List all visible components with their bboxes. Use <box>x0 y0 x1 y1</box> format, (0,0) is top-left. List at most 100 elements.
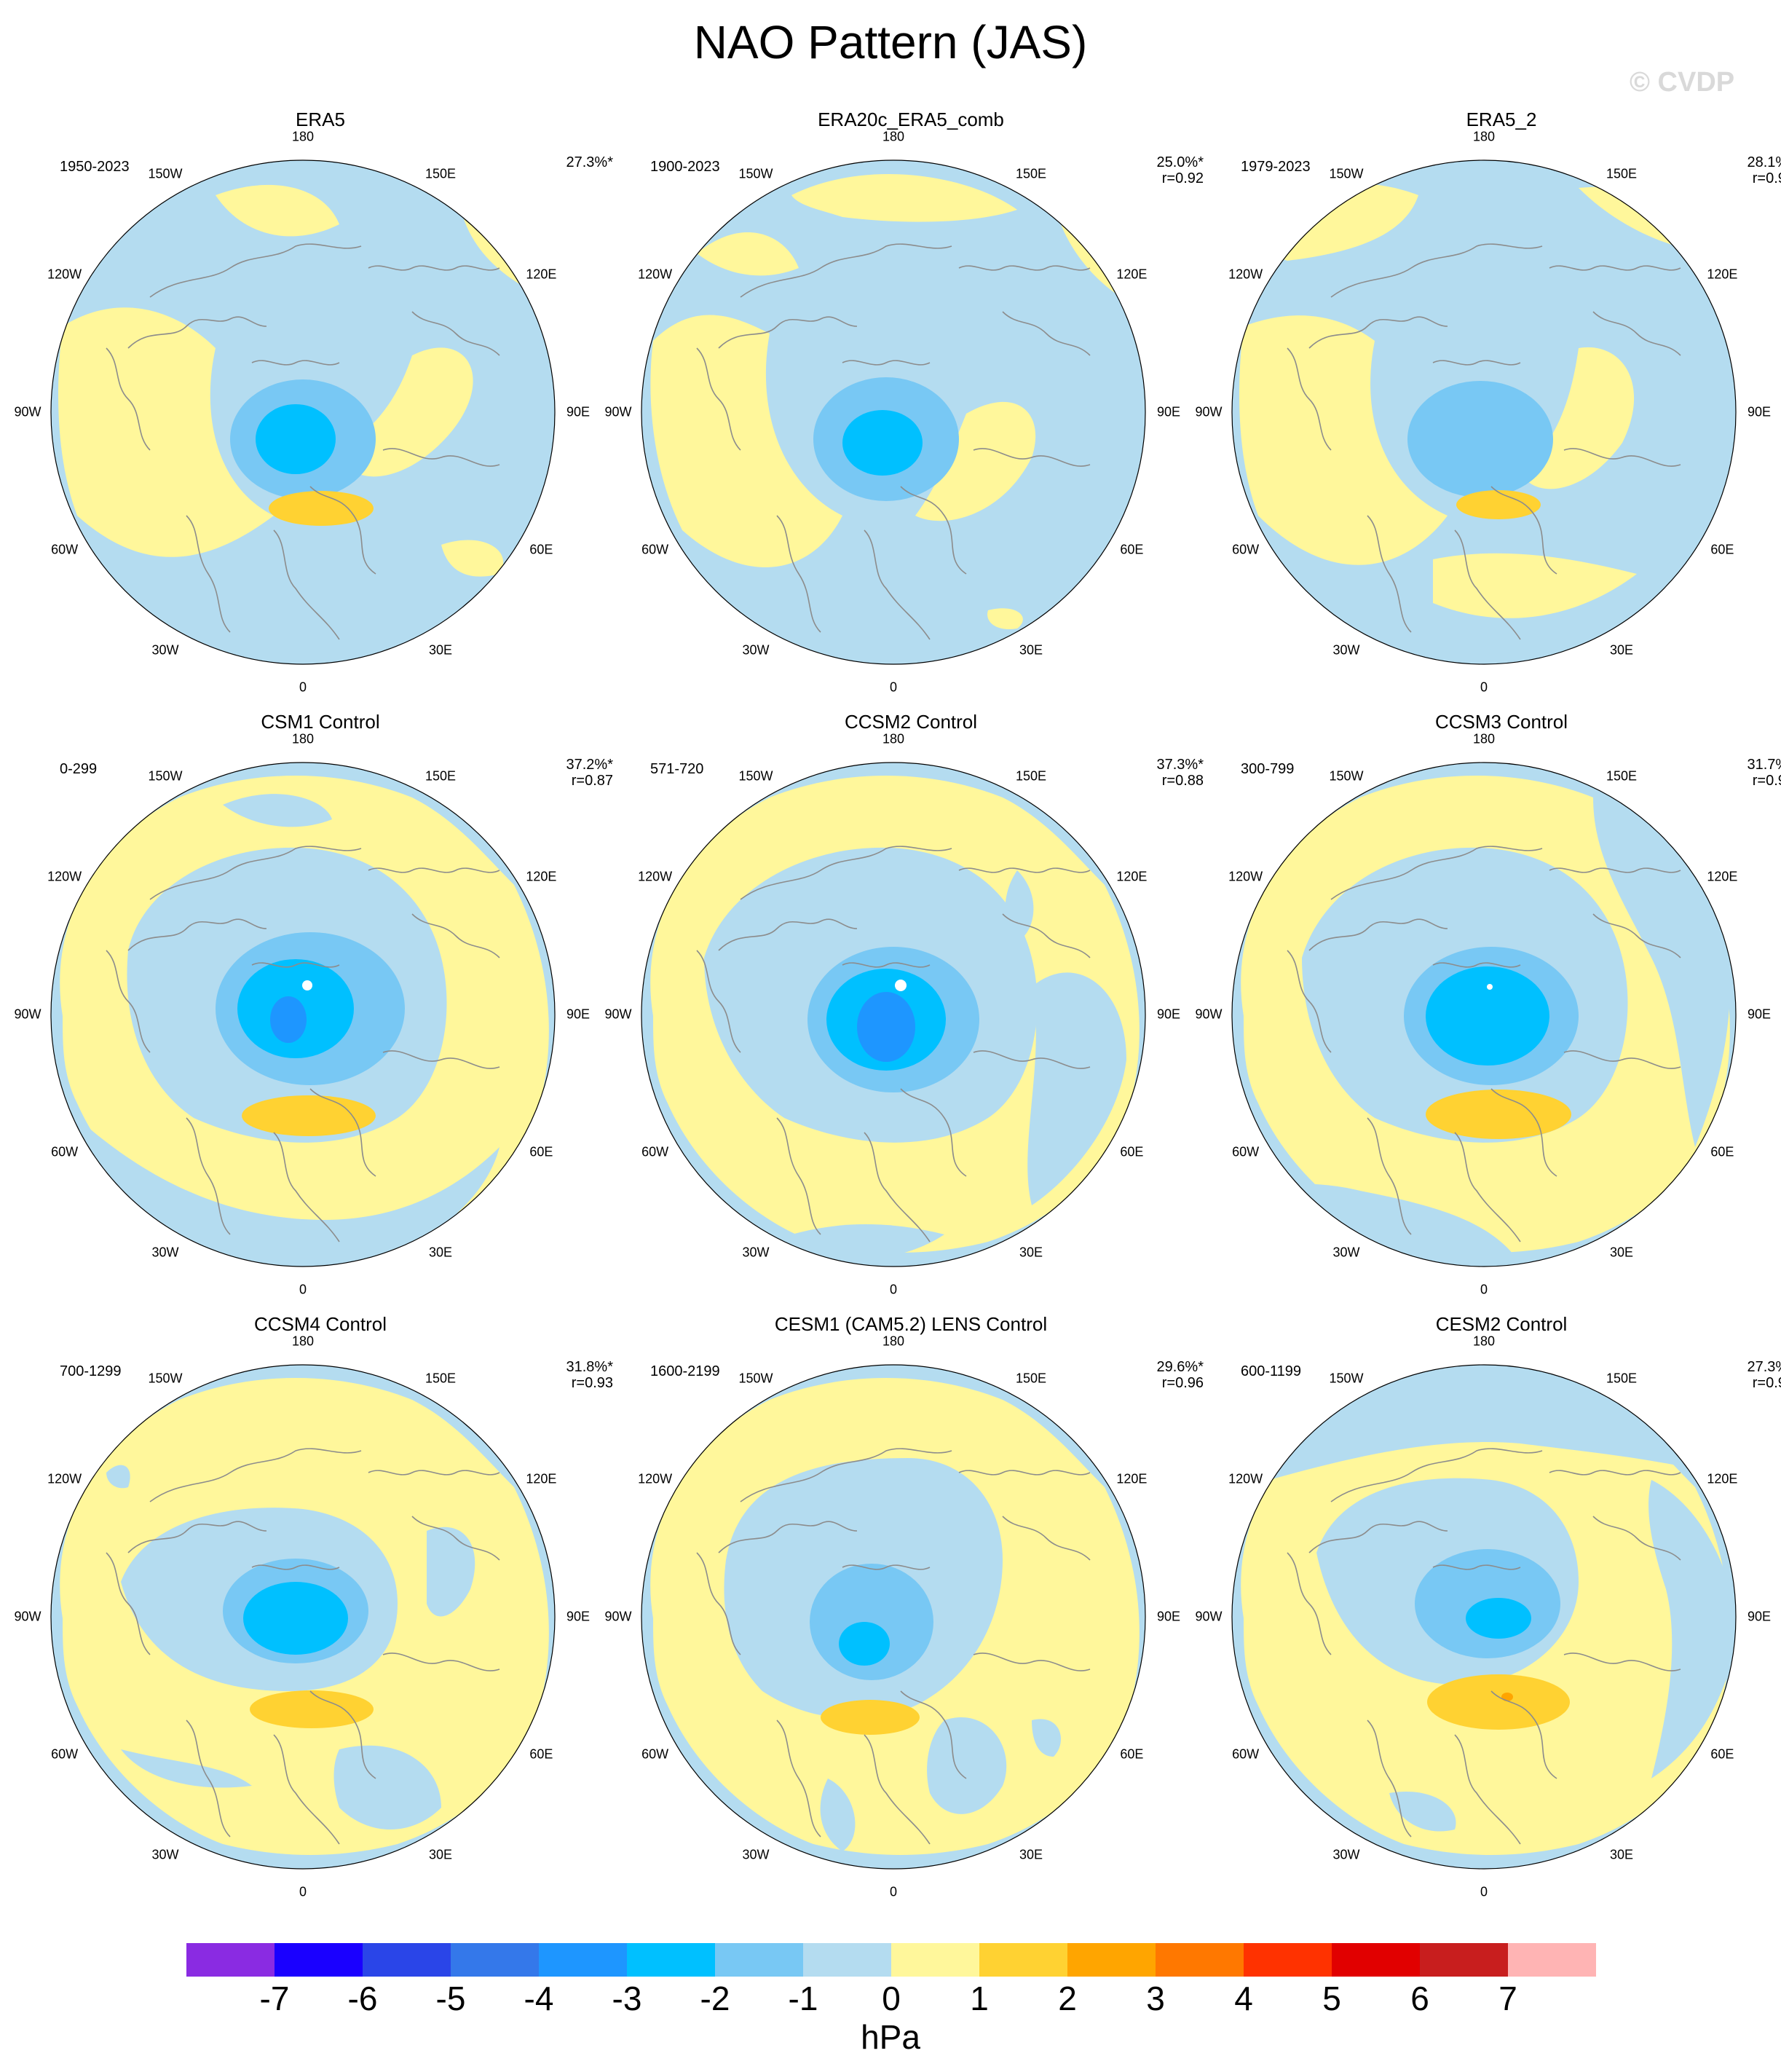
map-boundary <box>50 762 556 1267</box>
map-panel: ERA20c_ERA5_comb 1900-2023 25.0%* r=0.92 180… <box>604 108 1209 695</box>
longitude-label: 120W <box>47 267 82 282</box>
panel-pct-variance: 27.3%* <box>1747 1359 1781 1375</box>
longitude-label: 60W <box>1232 1144 1260 1159</box>
longitude-label: 120W <box>47 1471 82 1486</box>
field-negative-1 <box>1648 1480 1736 1778</box>
panel-years: 571-720 <box>650 761 704 777</box>
panel-pct-variance: 29.6%* <box>1156 1359 1204 1375</box>
field-positive-1 <box>987 608 1023 629</box>
colorbar-tick-label: 2 <box>1058 1980 1077 2017</box>
longitude-label: 30E <box>1019 1847 1043 1862</box>
field-positive-3 <box>1501 1693 1513 1701</box>
field-positive-1 <box>915 401 1036 521</box>
field-negative-1 <box>1032 1719 1061 1757</box>
panel-years: 1600-2199 <box>650 1363 720 1379</box>
longitude-label: 60E <box>529 1144 553 1159</box>
longitude-label: 90E <box>1156 1609 1181 1624</box>
panel-stats: 37.3%* r=0.88 <box>1058 757 1204 789</box>
field-negative-2 <box>1407 381 1553 497</box>
colorbar-tick-label: 4 <box>1234 1980 1253 2017</box>
colorbar-swatch <box>1508 1943 1596 1977</box>
map-boundary <box>1231 159 1737 665</box>
polar-map <box>641 159 1146 665</box>
colorbar-swatch <box>715 1943 803 1977</box>
longitude-label: 150W <box>738 166 773 181</box>
panel-pct-variance: 25.0%* <box>1156 154 1204 170</box>
longitude-label: 0 <box>1480 1282 1488 1297</box>
longitude-label: 90E <box>1747 1007 1772 1022</box>
longitude-label: 150W <box>738 1371 773 1386</box>
field-negative-1 <box>927 1717 1007 1814</box>
longitude-label: 30E <box>1019 642 1043 658</box>
longitude-label: 60E <box>1710 542 1734 557</box>
colorbar-swatch <box>275 1943 363 1977</box>
coastlines <box>696 846 1091 1242</box>
panel-stats: 37.2%* r=0.87 <box>467 757 614 789</box>
field-negative-4 <box>270 996 307 1043</box>
longitude-label: 180 <box>291 731 315 747</box>
panel-title: CCSM2 Control <box>844 711 978 733</box>
polar-map <box>50 159 556 665</box>
coastlines <box>106 1448 500 1845</box>
map-panel: CESM2 Control 600-1199 27.3%*r=0.94 180 150E… <box>1195 1312 1781 1899</box>
panel-pattern-correlation: r=0.87 <box>571 773 613 789</box>
map-panel: ERA5 1950-2023 27.3%* 180 150E 120E 90E 60E 30E 0… <box>14 108 619 695</box>
field-negative-1 <box>121 1749 252 1788</box>
panel-title: CSM1 Control <box>261 711 380 733</box>
longitude-label: 30W <box>1332 1245 1360 1260</box>
field-negative-1 <box>1593 797 1730 1147</box>
longitude-label: 90W <box>14 1609 42 1624</box>
longitude-label: 150E <box>1606 768 1638 784</box>
longitude-label: 90W <box>14 1007 42 1022</box>
panel-title: CESM2 Control <box>1435 1313 1568 1335</box>
colorbar-swatch <box>803 1943 891 1977</box>
longitude-label: 0 <box>1480 1884 1488 1899</box>
field-positive-1 <box>441 540 504 577</box>
field-positive-1 <box>1239 315 1448 565</box>
longitude-label: 30W <box>742 642 770 658</box>
coastlines <box>696 1448 1091 1845</box>
longitude-label: 150W <box>148 166 183 181</box>
panel-years: 300-799 <box>1241 761 1295 777</box>
longitude-label: 90W <box>1195 1609 1223 1624</box>
field-negative-1 <box>77 1118 499 1264</box>
longitude-label: 150E <box>424 166 457 181</box>
longitude-label: 150E <box>1606 166 1638 181</box>
longitude-label: 30E <box>1609 642 1634 658</box>
longitude-label: 60E <box>529 1746 553 1762</box>
longitude-label: 120W <box>47 869 82 884</box>
longitude-label: 90E <box>1747 1609 1772 1624</box>
map-panel: CESM1 (CAM5.2) LENS Control 1600-2199 29.6… <box>604 1312 1209 1899</box>
field-positive-2 <box>1426 1090 1571 1139</box>
longitude-label: 90W <box>1195 1007 1223 1022</box>
longitude-label: 60E <box>1120 1746 1144 1762</box>
panel-pattern-correlation: r=0.93 <box>571 1375 613 1391</box>
map-boundary <box>1231 762 1737 1267</box>
colorbar-tick-label: 0 <box>882 1980 901 2017</box>
panel-pattern-correlation: r=0.96 <box>1161 1375 1204 1391</box>
field-negative-1 <box>427 1527 475 1617</box>
longitude-label: 90E <box>1747 404 1772 419</box>
map-panel: CCSM3 Control 300-799 31.7%*r=0.91 180 150E 1… <box>1195 710 1781 1297</box>
longitude-label: 180 <box>1472 1334 1496 1349</box>
longitude-label: 120E <box>1707 869 1738 884</box>
map-boundary <box>1231 1364 1737 1870</box>
longitude-label: 150E <box>1015 768 1047 784</box>
panel-pct-variance: 27.3%* <box>566 154 614 170</box>
panel-pct-variance: 37.2%* <box>566 757 614 773</box>
longitude-label: 150W <box>1329 768 1364 784</box>
longitude-label: 30W <box>1332 1847 1360 1862</box>
polar-map <box>641 762 1146 1267</box>
longitude-label: 60W <box>51 1746 79 1762</box>
panel-title: CCSM3 Control <box>1434 711 1568 733</box>
polar-map <box>641 1364 1146 1870</box>
longitude-label: 30E <box>1019 1245 1043 1260</box>
field-positive-1 <box>650 315 842 567</box>
panel-pct-variance: 31.7%* <box>1747 757 1781 773</box>
longitude-label: 60W <box>51 542 79 557</box>
panel-years: 700-1299 <box>60 1363 122 1379</box>
map-panel: CCSM4 Control 700-1299 31.8%* r=0.93 180 150E… <box>14 1312 619 1899</box>
longitude-label: 90W <box>604 1007 632 1022</box>
longitude-label: 150E <box>424 1371 457 1386</box>
colorbar-tick-label: 1 <box>970 1980 989 2017</box>
